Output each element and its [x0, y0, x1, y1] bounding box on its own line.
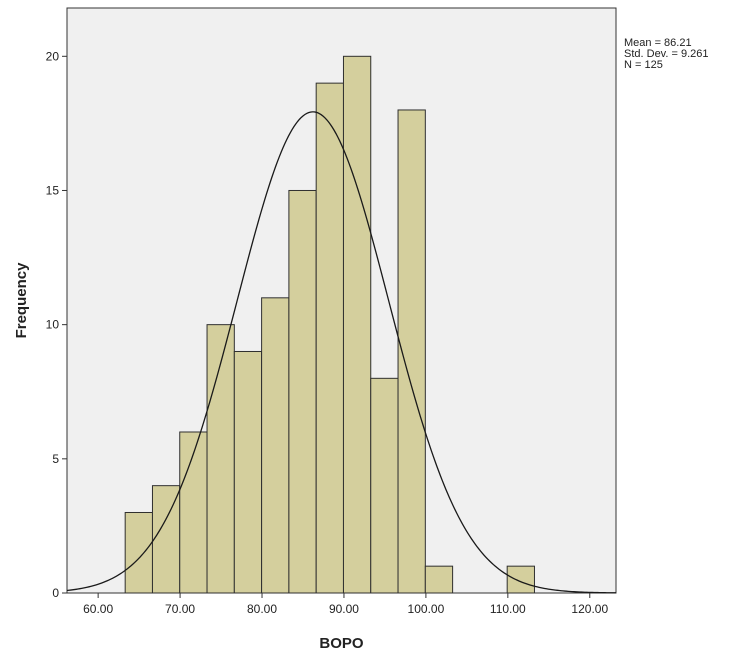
histogram-bar: [288, 189, 317, 594]
y-tick-label: 5: [52, 452, 59, 466]
bars-layer: [124, 55, 535, 594]
histogram-bar: [315, 82, 344, 594]
stat-std-dev: Std. Dev. = 9.261: [624, 48, 709, 60]
x-tick-label: 110.00: [490, 602, 526, 616]
axis-layer: 0 5 10 15 20 60.00 70.00 80.00 90.00 100.00 110.00…: [46, 49, 609, 616]
y-tick-label: 0: [52, 586, 59, 600]
histogram-bar: [342, 55, 372, 594]
x-tick-label: 80.00: [247, 602, 277, 616]
x-tick-label: 60.00: [83, 602, 113, 616]
x-tick-label: 120.00: [571, 602, 608, 616]
y-tick-label: 20: [46, 49, 60, 63]
stats-box: Mean = 86.21 Std. Dev. = 9.261 N = 125: [624, 37, 709, 71]
y-tick-label: 15: [46, 183, 60, 197]
histogram-bar: [506, 565, 535, 594]
histogram-bar: [179, 431, 208, 594]
histogram-bar: [151, 485, 181, 594]
x-axis-label: BOPO: [319, 635, 364, 652]
x-tick-label: 90.00: [329, 602, 359, 616]
normal-curve: [66, 111, 617, 594]
histogram-bar: [261, 297, 290, 594]
histogram-bar: [206, 324, 235, 594]
histogram-bar: [233, 350, 263, 594]
y-axis-label: Frequency: [13, 262, 30, 339]
x-tick-label: 100.00: [408, 602, 445, 616]
histogram-bar: [424, 565, 454, 594]
x-tick-label: 70.00: [165, 602, 195, 616]
histogram-bar: [370, 377, 399, 594]
stat-mean: Mean = 86.21: [624, 37, 692, 49]
histogram-bar: [124, 511, 153, 594]
stat-n: N = 125: [624, 59, 663, 71]
y-tick-label: 10: [46, 318, 60, 332]
